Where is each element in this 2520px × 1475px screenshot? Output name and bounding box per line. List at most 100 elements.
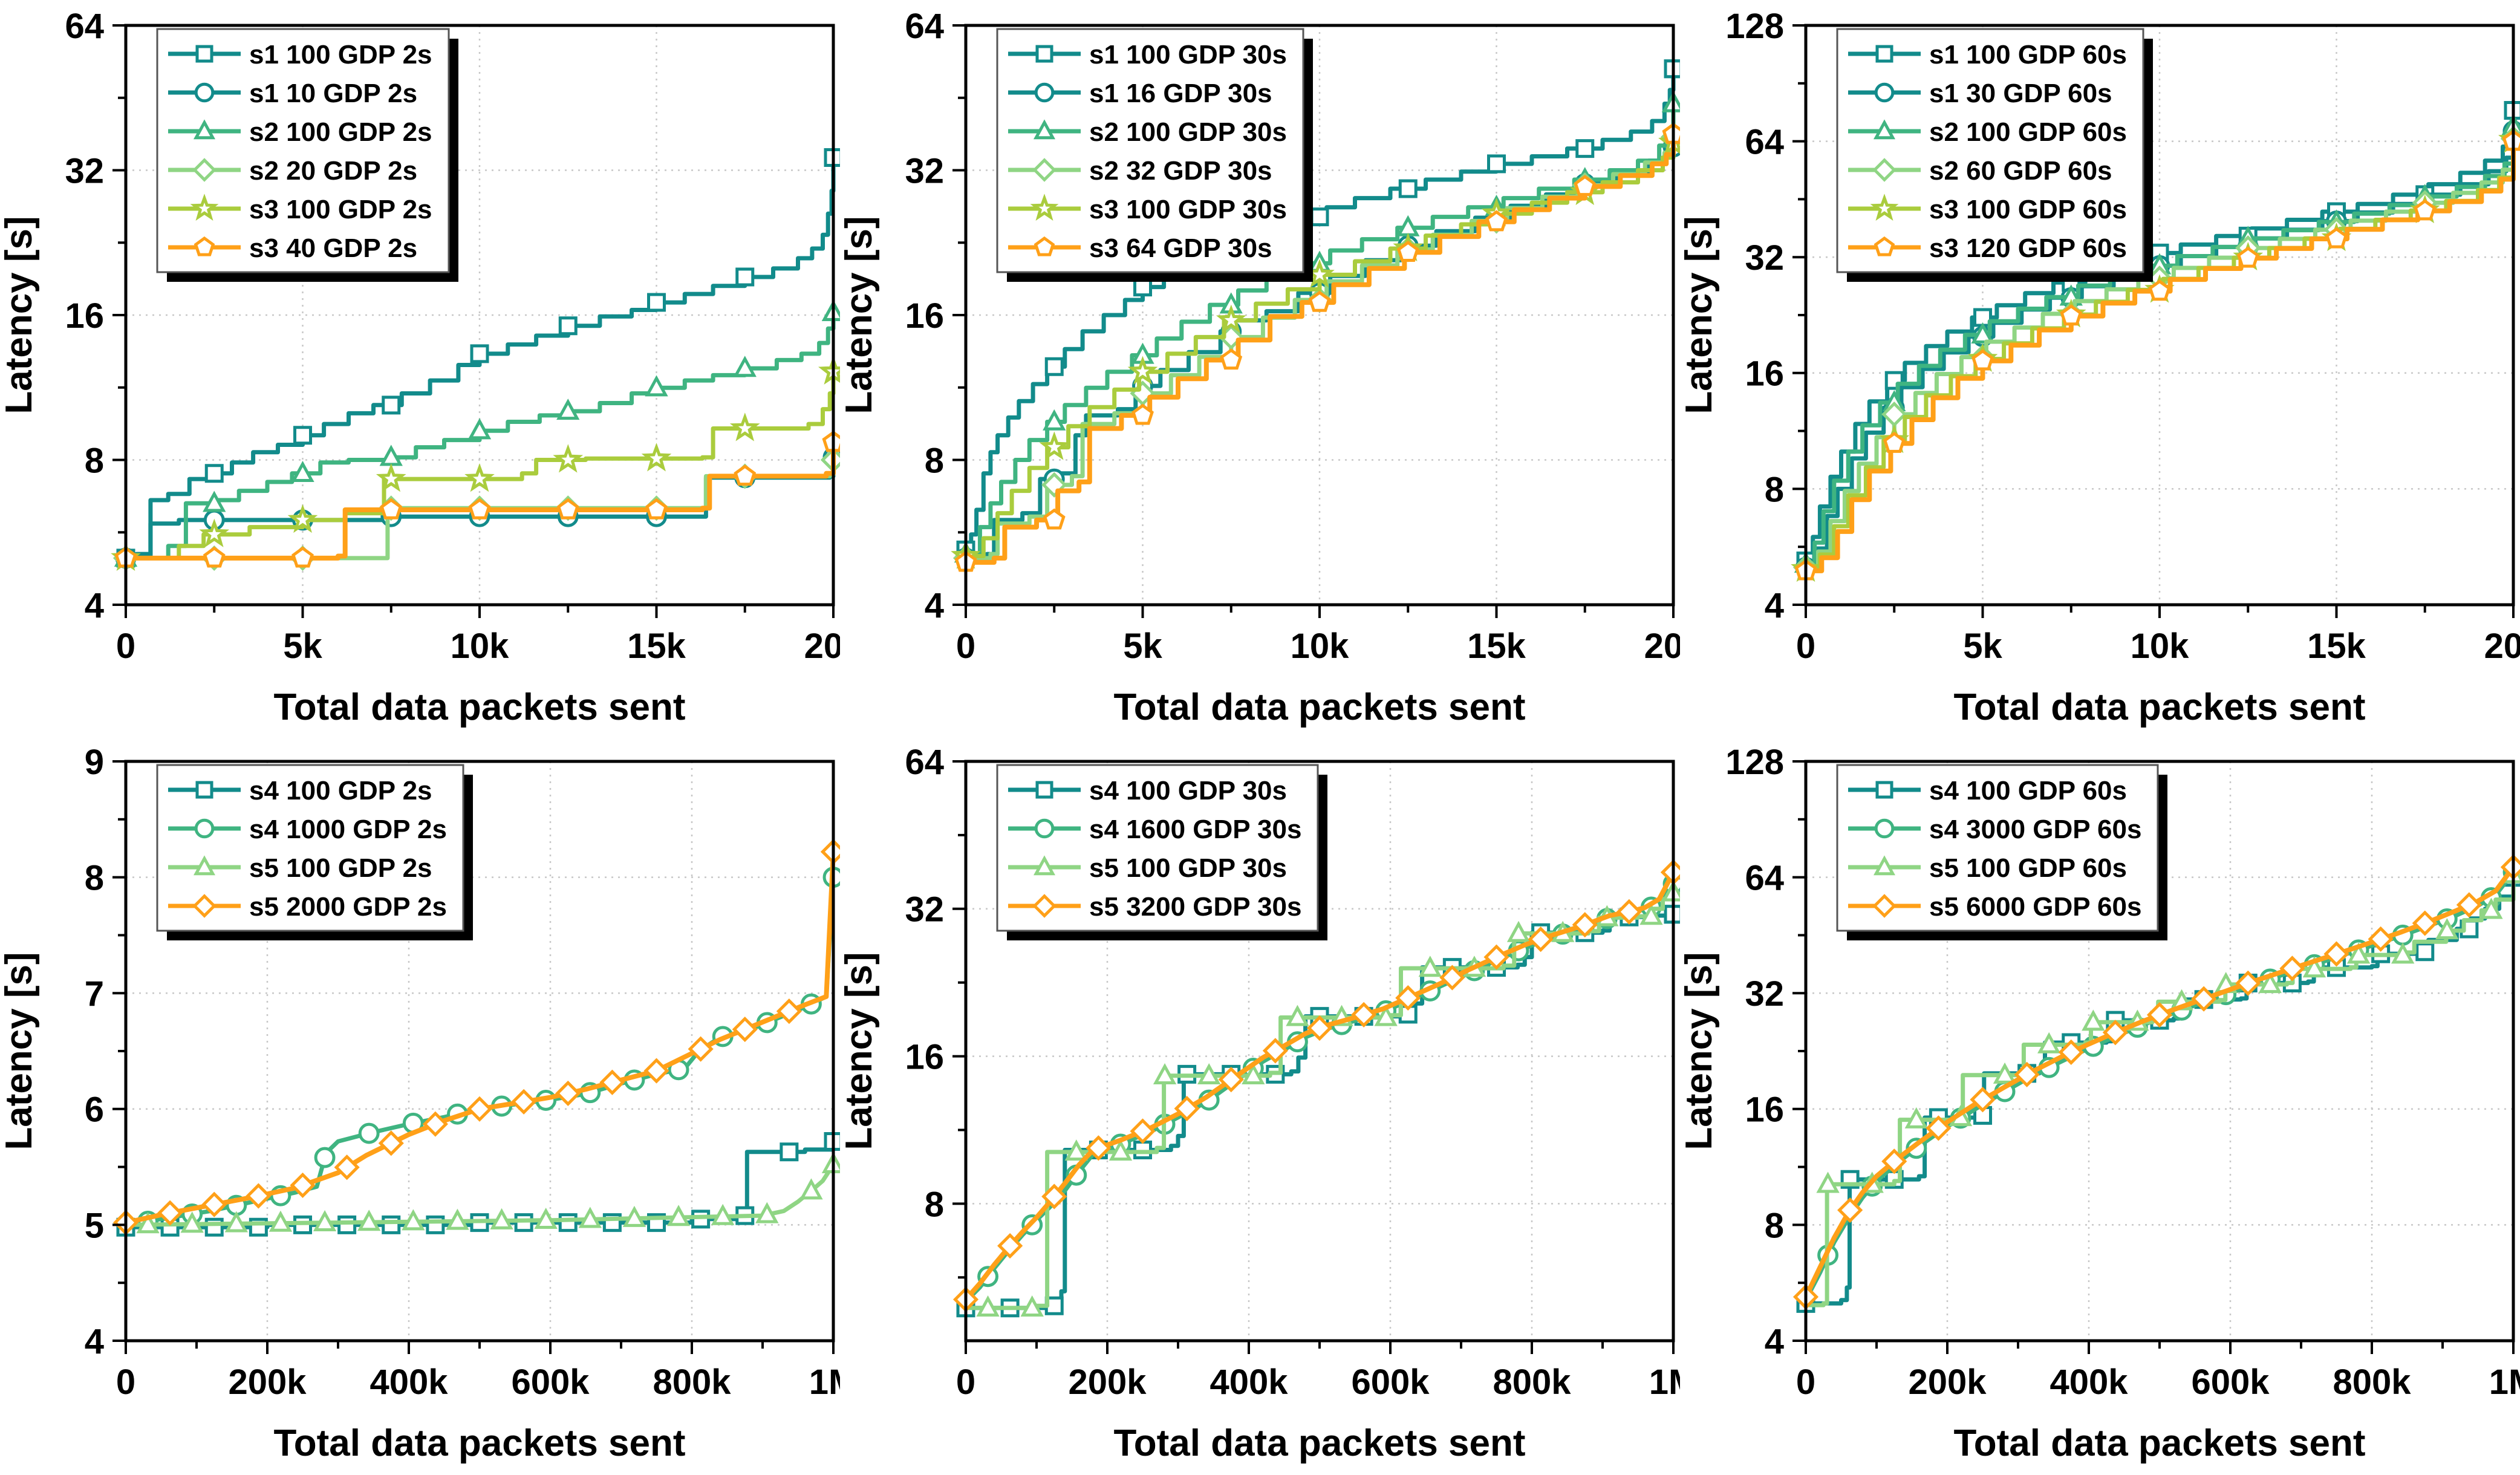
y-tick-label: 7 [85, 974, 104, 1014]
square-marker [560, 318, 576, 334]
x-tick-label: 800k [2333, 1363, 2411, 1402]
square-marker [1046, 359, 1062, 374]
y-tick-label: 32 [905, 151, 944, 190]
x-tick-label: 20k [1644, 627, 1680, 666]
subplot-top-left: 05k10k15k20k48163264Total data packets s… [0, 0, 840, 736]
legend-label: s2 100 GDP 2s [249, 117, 432, 147]
x-tick-label: 400k [1210, 1363, 1288, 1402]
legend-square-marker [1037, 783, 1052, 797]
subplot-top-right: 05k10k15k20k48163264128Total data packet… [1680, 0, 2520, 736]
legend-circle-marker [1876, 84, 1893, 101]
star-marker [557, 449, 579, 469]
x-tick-label: 600k [2191, 1363, 2270, 1402]
y-axis-label: Latency [s] [1680, 216, 1720, 414]
x-tick-label: 0 [116, 1363, 135, 1402]
y-tick-label: 4 [1765, 1322, 1784, 1361]
y-tick-label: 8 [1765, 470, 1784, 509]
y-tick-label: 16 [65, 296, 104, 336]
legend-square-marker [1037, 47, 1052, 61]
legend-square-marker [197, 783, 212, 797]
legend-square-marker [197, 47, 212, 61]
y-tick-label: 64 [1745, 122, 1784, 161]
y-tick-label: 8 [925, 1185, 944, 1224]
legend-label: s2 20 GDP 2s [249, 156, 417, 186]
diamond-marker [822, 841, 840, 862]
y-axis-label: Latency [s] [0, 216, 40, 414]
x-tick-label: 10k [2131, 627, 2190, 666]
legend-circle-marker [1876, 820, 1893, 837]
x-tick-label: 20k [2484, 627, 2520, 666]
legend-label: s3 100 GDP 60s [1929, 195, 2127, 224]
series-markers-s5-100-GDP-30s [979, 884, 1680, 1315]
y-tick-label: 4 [85, 586, 104, 625]
y-tick-label: 32 [905, 890, 944, 930]
y-tick-label: 64 [65, 7, 104, 46]
legend-square-marker [1877, 783, 1892, 797]
y-tick-label: 6 [85, 1090, 104, 1130]
legend-label: s1 100 GDP 2s [249, 40, 432, 70]
y-tick-label: 32 [65, 151, 104, 190]
subplot-top-middle: 05k10k15k20k48163264Total data packets s… [840, 0, 1680, 736]
square-marker [737, 269, 753, 285]
square-marker [206, 1219, 222, 1235]
legend-label: s4 100 GDP 60s [1929, 776, 2127, 806]
x-tick-label: 400k [370, 1363, 448, 1402]
y-tick-label: 128 [1725, 743, 1784, 782]
x-tick-label: 15k [1467, 627, 1526, 666]
y-tick-label: 16 [1745, 1090, 1784, 1130]
x-tick-label: 200k [1068, 1363, 1147, 1402]
legend-circle-marker [196, 84, 213, 101]
star-marker [646, 448, 668, 468]
legend-label: s2 32 GDP 30s [1089, 156, 1272, 186]
y-tick-label: 32 [1745, 974, 1784, 1014]
x-axis-label: Total data packets sent [1113, 686, 1525, 728]
y-tick-label: 16 [905, 296, 944, 336]
legend-square-marker [1877, 47, 1892, 61]
x-tick-label: 1M [1649, 1363, 1680, 1402]
star-marker [469, 467, 490, 488]
diamond-marker [513, 1091, 535, 1112]
legend-label: s4 3000 GDP 60s [1929, 815, 2141, 844]
legend-circle-marker [1036, 820, 1053, 837]
legend-label: s3 120 GDP 60s [1929, 233, 2127, 263]
x-axis-label: Total data packets sent [1113, 1422, 1525, 1464]
star-marker [822, 360, 840, 381]
x-tick-label: 5k [283, 627, 322, 666]
y-tick-label: 16 [1745, 354, 1784, 394]
y-tick-label: 64 [905, 743, 944, 782]
x-tick-label: 400k [2050, 1363, 2128, 1402]
subplot-bottom-left: 0200k400k600k800k1M456789Total data pack… [0, 736, 840, 1472]
y-tick-label: 64 [1745, 858, 1784, 897]
x-tick-label: 15k [627, 627, 686, 666]
legend-label: s3 100 GDP 2s [249, 195, 432, 224]
square-marker [1489, 156, 1505, 172]
y-tick-label: 32 [1745, 238, 1784, 278]
square-marker [781, 1144, 797, 1160]
x-tick-label: 0 [116, 627, 135, 666]
x-tick-label: 800k [1493, 1363, 1571, 1402]
y-tick-label: 16 [905, 1037, 944, 1076]
legend-label: s3 40 GDP 2s [249, 233, 417, 263]
diamond-marker [558, 1083, 579, 1104]
chart-top-left: 05k10k15k20k48163264Total data packets s… [0, 0, 840, 736]
circle-marker [316, 1148, 334, 1167]
square-marker [295, 428, 311, 443]
square-marker [1577, 141, 1593, 157]
legend-label: s3 100 GDP 30s [1089, 195, 1287, 224]
y-tick-label: 8 [1765, 1206, 1784, 1245]
x-tick-label: 600k [511, 1363, 590, 1402]
square-marker [1312, 209, 1327, 225]
legend-label: s5 3200 GDP 30s [1089, 892, 1301, 922]
x-axis-label: Total data packets sent [1953, 1422, 2365, 1464]
x-tick-label: 0 [956, 627, 975, 666]
chart-bottom-right: 0200k400k600k800k1M48163264128Total data… [1680, 736, 2520, 1472]
x-tick-label: 0 [1796, 1363, 1815, 1402]
x-axis-label: Total data packets sent [1953, 686, 2365, 728]
square-marker [1400, 181, 1416, 197]
subplot-bottom-middle: 0200k400k600k800k1M8163264Total data pac… [840, 736, 1680, 1472]
y-axis-label: Latency [s] [1680, 952, 1720, 1150]
x-tick-label: 20k [804, 627, 840, 666]
